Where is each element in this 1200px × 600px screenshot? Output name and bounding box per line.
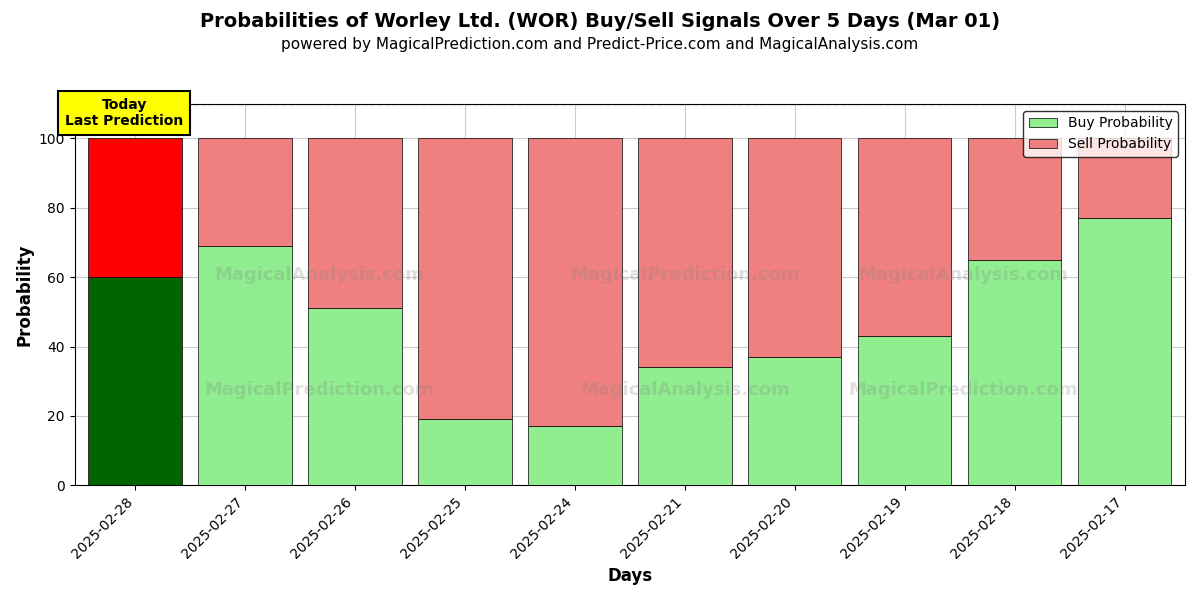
Bar (968, 260, 1061, 485)
Bar (748, 139, 841, 357)
Bar (419, 139, 511, 419)
Bar (858, 139, 952, 336)
Bar (638, 367, 732, 485)
Text: MagicalPrediction.com: MagicalPrediction.com (570, 266, 800, 284)
Bar (748, 357, 841, 485)
Bar (528, 427, 622, 485)
Bar (89, 139, 182, 277)
Text: MagicalAnalysis.com: MagicalAnalysis.com (858, 266, 1068, 284)
Legend: Buy Probability, Sell Probability: Buy Probability, Sell Probability (1024, 111, 1178, 157)
Bar (89, 277, 182, 485)
Bar (528, 139, 622, 427)
Bar (308, 139, 402, 308)
Bar (858, 336, 952, 485)
Y-axis label: Probability: Probability (16, 243, 34, 346)
Text: MagicalPrediction.com: MagicalPrediction.com (848, 381, 1078, 399)
Text: MagicalAnalysis.com: MagicalAnalysis.com (214, 266, 424, 284)
Bar (419, 419, 511, 485)
Text: Probabilities of Worley Ltd. (WOR) Buy/Sell Signals Over 5 Days (Mar 01): Probabilities of Worley Ltd. (WOR) Buy/S… (200, 12, 1000, 31)
Text: Today
Last Prediction: Today Last Prediction (65, 98, 184, 128)
Bar (638, 139, 732, 367)
Bar (968, 139, 1061, 260)
Text: powered by MagicalPrediction.com and Predict-Price.com and MagicalAnalysis.com: powered by MagicalPrediction.com and Pre… (281, 37, 919, 52)
Bar (198, 246, 292, 485)
Bar (308, 308, 402, 485)
Bar (1078, 218, 1171, 485)
Bar (1078, 139, 1171, 218)
Text: MagicalAnalysis.com: MagicalAnalysis.com (581, 381, 791, 399)
Text: MagicalPrediction.com: MagicalPrediction.com (204, 381, 433, 399)
X-axis label: Days: Days (607, 567, 653, 585)
Bar (198, 139, 292, 246)
